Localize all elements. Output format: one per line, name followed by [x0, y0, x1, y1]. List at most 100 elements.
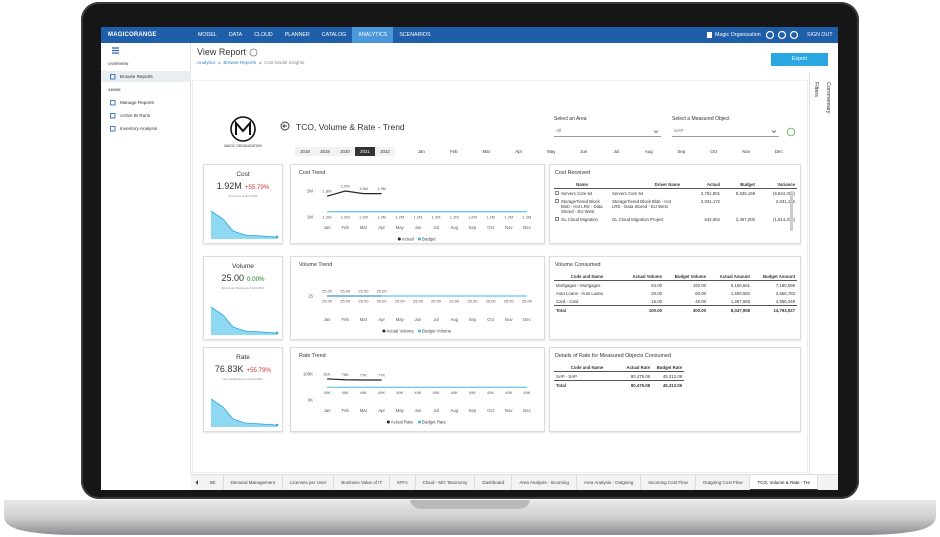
- row-checkbox[interactable]: [555, 199, 559, 203]
- row-checkbox[interactable]: [555, 191, 559, 195]
- month-button[interactable]: Nov: [742, 149, 751, 154]
- page-tab[interactable]: KPI's: [390, 475, 416, 490]
- table-card: Details of Rate for Measured Objects Con…: [549, 347, 801, 432]
- nav-item[interactable]: CATALOG: [321, 32, 347, 38]
- trend-card: Rate Trend 100K 0K Jan Feb Mar Apr May Jun Jul Aug…: [290, 347, 545, 432]
- table-cell: Total: [556, 382, 566, 388]
- column-header[interactable]: Variance: [777, 182, 795, 187]
- export-button[interactable]: Export: [771, 53, 828, 66]
- info-circle: [249, 48, 258, 57]
- page-tab[interactable]: Licenses per User: [283, 475, 335, 490]
- page-tab[interactable]: Demand Management: [224, 475, 284, 490]
- sparkline-line: [210, 210, 278, 238]
- sign-out[interactable]: SIGN OUT: [807, 32, 833, 38]
- column-header[interactable]: Actual Volume: [632, 274, 662, 279]
- data-label: 25.00: [504, 299, 515, 304]
- kpi-value: 1.92M: [216, 181, 242, 191]
- breadcrumb-item[interactable]: Analytics: [197, 60, 216, 65]
- x-tick-label: Feb: [342, 408, 350, 413]
- nav-item[interactable]: CLOUD: [254, 32, 273, 38]
- dropdown[interactable]: SAP: [672, 126, 779, 137]
- breadcrumb-item[interactable]: Browse Reports: [223, 60, 257, 65]
- table-cell: Servers Core 64: [612, 190, 644, 196]
- page-tab[interactable]: Dashboard: [475, 475, 513, 490]
- column-header[interactable]: Actual Amount: [719, 274, 750, 279]
- kpi-card: Volume 25.00 0.00% EC Actual Volume as of A…: [203, 256, 283, 340]
- month-button[interactable]: Sep: [677, 149, 686, 154]
- nav-item[interactable]: ANALYTICS: [352, 27, 394, 43]
- column-header[interactable]: Budget Volume: [674, 274, 706, 279]
- month-button[interactable]: Jul: [613, 149, 620, 154]
- column-header[interactable]: Code and Name: [570, 365, 604, 370]
- nav-item[interactable]: MODEL: [198, 32, 217, 38]
- data-label: 49K: [523, 390, 530, 395]
- data-label: 25.00: [377, 299, 388, 304]
- column-header[interactable]: Name: [576, 182, 588, 187]
- year-button[interactable]: 2021: [355, 147, 375, 156]
- refresh-circle: [786, 127, 796, 137]
- page-tab[interactable]: BII: [203, 475, 224, 490]
- organization[interactable]: Magic Organization: [715, 32, 761, 38]
- nav-item[interactable]: PLANNER: [284, 32, 310, 38]
- column-header[interactable]: Budget: [740, 182, 755, 187]
- sidebar-item[interactable]: Inventory Analysis: [101, 123, 191, 134]
- base-notch: [410, 500, 530, 509]
- year-button[interactable]: 2020: [335, 147, 355, 156]
- month-button[interactable]: Jan: [417, 149, 425, 154]
- page-tab[interactable]: Incoming Cost Flow: [641, 475, 696, 490]
- back-circle: [280, 121, 290, 131]
- page-tab[interactable]: Area Analysis - Incoming: [512, 475, 577, 490]
- table-cell: Total: [556, 307, 566, 313]
- sidebar-item[interactable]: Browse Reports: [101, 71, 191, 82]
- column-header[interactable]: Budget Amount: [762, 274, 795, 279]
- sidebar-item[interactable]: Manage Reports: [101, 97, 191, 108]
- x-tick-label: Sep: [469, 225, 477, 230]
- data-label: 1.2M: [359, 214, 368, 219]
- table-cell: Auto Loans - Auto Loans: [556, 290, 604, 296]
- x-tick-label: Mar: [360, 317, 368, 322]
- nav-icon: [789, 30, 799, 40]
- column-header[interactable]: Actual: [706, 182, 720, 187]
- kpi-value: 25.00: [221, 273, 244, 283]
- year-button[interactable]: 2019: [315, 147, 335, 156]
- page-tab[interactable]: Business Value of IT: [334, 475, 391, 490]
- table-cell: 80,479.08: [630, 382, 650, 388]
- column-header[interactable]: Code and Name: [570, 274, 604, 279]
- nav-item[interactable]: DATA: [228, 32, 243, 38]
- sidebar-item[interactable]: Active BI Runs: [101, 110, 191, 121]
- table-cell: 64.00: [651, 282, 662, 288]
- item-icon: [110, 113, 116, 119]
- page-tab[interactable]: Cloud - MO Taxonomy: [416, 475, 476, 490]
- month-button[interactable]: Jun: [580, 149, 588, 154]
- column-header[interactable]: Actual Rate: [626, 365, 650, 370]
- org-icon: [707, 32, 712, 38]
- nav-item[interactable]: SCENARIOS: [399, 32, 431, 38]
- column-header[interactable]: Budget Rate: [656, 365, 682, 370]
- page-tab[interactable]: TCO, Volume & Rate - Tre: [750, 475, 818, 490]
- table-cell: 300.00: [692, 307, 706, 313]
- table-row: SAP - SAP 80,479.08 49,313.09: [554, 372, 684, 380]
- year-button[interactable]: 2018: [295, 147, 315, 156]
- month-button[interactable]: Dec: [774, 149, 783, 154]
- page-tab[interactable]: Outgoing Cost Flow: [696, 475, 751, 490]
- month-button[interactable]: Feb: [449, 149, 458, 154]
- row-checkbox[interactable]: [555, 217, 559, 221]
- filters-tab[interactable]: Filters: [813, 82, 819, 97]
- month-button[interactable]: Oct: [710, 149, 718, 154]
- year-button[interactable]: 2022: [375, 147, 395, 156]
- trend-card: Volume Trend 25 Jan Feb Mar Apr May Jun Jul Aug Se…: [290, 256, 545, 340]
- month-button[interactable]: May: [547, 149, 556, 154]
- month-button[interactable]: Apr: [515, 149, 523, 154]
- x-tick-label: Feb: [342, 317, 350, 322]
- table-header: Name Driver Name Actual Budget Variance: [554, 181, 797, 189]
- table-row: Total 100.00 300.00 8,047,908 14,793,927: [554, 305, 797, 314]
- page-tab[interactable]: Area Analysis - Outgoing: [577, 475, 642, 490]
- commentary-tab[interactable]: Commentary: [825, 82, 831, 114]
- dropdown[interactable]: All: [554, 126, 661, 137]
- data-label: 49K: [324, 390, 331, 395]
- month-button[interactable]: Mar: [482, 149, 491, 154]
- breadcrumb-separator: [217, 61, 221, 64]
- month-button[interactable]: Aug: [644, 149, 653, 154]
- table-cell: 5,150,661: [730, 282, 750, 288]
- column-header[interactable]: Driver Name: [654, 182, 680, 187]
